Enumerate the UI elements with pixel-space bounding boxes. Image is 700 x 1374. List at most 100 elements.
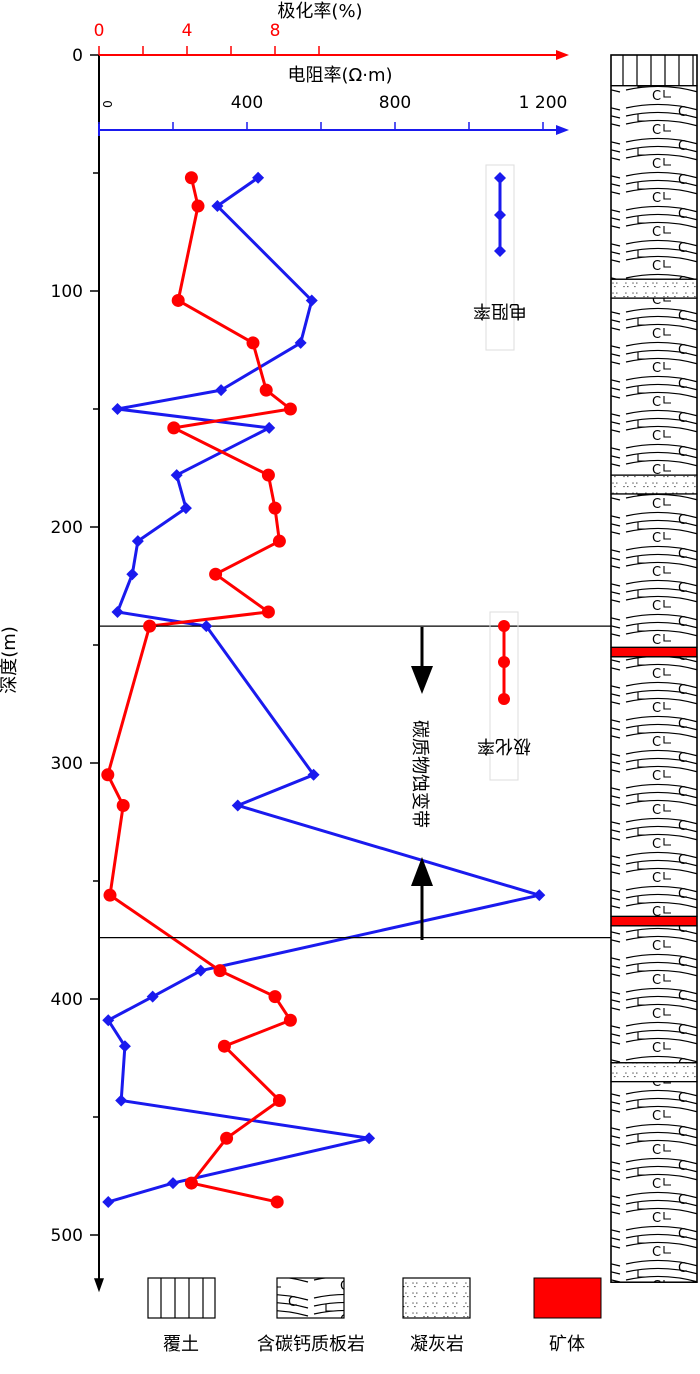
alteration-zone-label: 碳质物蚀变带 <box>409 720 430 828</box>
polarization-point <box>171 293 185 307</box>
resistivity-point <box>126 568 139 581</box>
legend-label-slate: 含碳钙质板岩 <box>257 1334 365 1355</box>
column-unit-slate <box>610 493 698 648</box>
resistivity-line <box>106 176 541 1204</box>
column-unit-tuff <box>610 474 698 495</box>
resistivity-point <box>211 200 224 213</box>
polarization-point <box>103 888 117 902</box>
polarization-point <box>220 1131 234 1145</box>
depth-tick-label: 400 <box>51 990 83 1010</box>
depth-tick-label: 500 <box>51 1226 83 1246</box>
resistivity-point <box>305 294 318 307</box>
resistivity-point <box>111 403 124 415</box>
zone-arrow-up <box>411 857 433 940</box>
legend-resistivity-label: 电阻率 <box>473 300 527 321</box>
ip-tick-label: 0 <box>94 21 105 41</box>
resistivity-point <box>170 469 183 482</box>
polarization-point <box>167 421 181 435</box>
resistivity-point <box>231 799 244 812</box>
column-unit-tuff <box>610 1062 698 1083</box>
column-unit-slate <box>610 85 698 280</box>
resistivity-point <box>533 889 546 902</box>
legend-swatch-soil <box>147 1277 216 1319</box>
polarization-point <box>261 468 275 482</box>
legend-marker-diamond-1 <box>494 172 506 184</box>
resistivity-point <box>115 1094 128 1107</box>
depth-axis-label: 深度(m) <box>0 626 20 694</box>
polarization-point <box>143 619 157 633</box>
res-axis-label: 电阻率(Ω·m) <box>287 65 392 86</box>
column-unit-slate <box>610 1080 698 1283</box>
legend-marker-circle-1 <box>498 620 510 632</box>
resistivity-point <box>102 1195 115 1208</box>
depth-axis-arrow <box>94 1278 104 1293</box>
depth-tick-label: 0 <box>72 46 83 66</box>
ip-axis-arrow <box>556 50 569 60</box>
resistivity-point <box>307 768 320 781</box>
zone-arrow-down <box>411 627 433 694</box>
polarization-point <box>261 605 275 619</box>
resistivity-point <box>167 1177 179 1190</box>
ip-tick-label: 8 <box>270 21 281 41</box>
resistivity-point <box>111 605 124 618</box>
legend-marker-diamond-3 <box>494 245 506 257</box>
polarization-point <box>246 336 260 350</box>
polarization-point <box>268 990 282 1004</box>
polarization-point <box>217 1039 231 1053</box>
polarization-point <box>209 567 223 581</box>
depth-tick-label: 300 <box>51 754 83 774</box>
polarization-point <box>116 798 130 812</box>
legend-label-ore: 矿体 <box>549 1334 585 1355</box>
legend-marker-circle-3 <box>498 693 510 705</box>
resistivity-point <box>215 384 228 397</box>
polarization-point <box>259 383 273 397</box>
polarization-point <box>283 402 297 416</box>
resistivity-point <box>146 990 159 1003</box>
column-unit-ore <box>610 915 698 927</box>
legend-swatch-ore <box>533 1277 602 1319</box>
column-unit-slate <box>610 925 698 1064</box>
polarization-point <box>191 199 205 213</box>
res-axis-arrow <box>556 125 569 135</box>
legend-swatch-slate <box>276 1277 345 1319</box>
resistivity-point <box>200 620 213 633</box>
polarization-point <box>101 768 115 782</box>
ip-tick-label: 4 <box>182 21 193 41</box>
polarization-point <box>283 1013 297 1027</box>
polarization-point <box>272 534 286 548</box>
resistivity-point <box>252 171 265 184</box>
resistivity-point <box>102 1014 115 1027</box>
resistivity-point <box>263 421 276 434</box>
polarization-legend: 极化率 <box>477 611 531 781</box>
column-unit-ore <box>610 646 698 658</box>
column-unit-tuff <box>610 278 698 299</box>
depth-tick-label: 100 <box>51 282 83 302</box>
ip-axis-label: 极化率(%) <box>277 1 362 22</box>
legend-marker-circle-2 <box>498 656 510 668</box>
legend-label-soil: 覆土 <box>163 1334 199 1355</box>
legend-label-tuff: 凝灰岩 <box>410 1334 464 1355</box>
polarization-point <box>184 1176 198 1190</box>
column-unit-soil <box>610 54 698 87</box>
column-frame <box>610 54 698 1283</box>
res-tick-label: 0 <box>100 100 114 108</box>
legend-marker-diamond-2 <box>494 209 506 221</box>
column-unit-slate <box>610 656 698 917</box>
lithology-legend: 覆土 含碳钙质板岩 凝灰岩 矿体 <box>147 1277 602 1355</box>
legend-polarization-label: 极化率 <box>477 735 531 756</box>
resistivity-legend: 电阻率 <box>473 164 527 351</box>
resistivity-point <box>179 502 192 515</box>
polarization-point <box>213 964 227 978</box>
resistivity-point <box>194 964 207 977</box>
polarization-point <box>272 1093 286 1107</box>
res-tick-label: 800 <box>379 93 411 113</box>
depth-tick-label: 200 <box>51 518 83 538</box>
resistivity-point <box>294 336 307 349</box>
polarization-point <box>270 1195 284 1209</box>
resistivity-point <box>118 1040 131 1053</box>
polarization-line <box>106 177 292 1204</box>
res-tick-label: 1 200 <box>519 93 568 113</box>
resistivity-point <box>131 535 144 548</box>
column-unit-slate <box>610 297 698 476</box>
